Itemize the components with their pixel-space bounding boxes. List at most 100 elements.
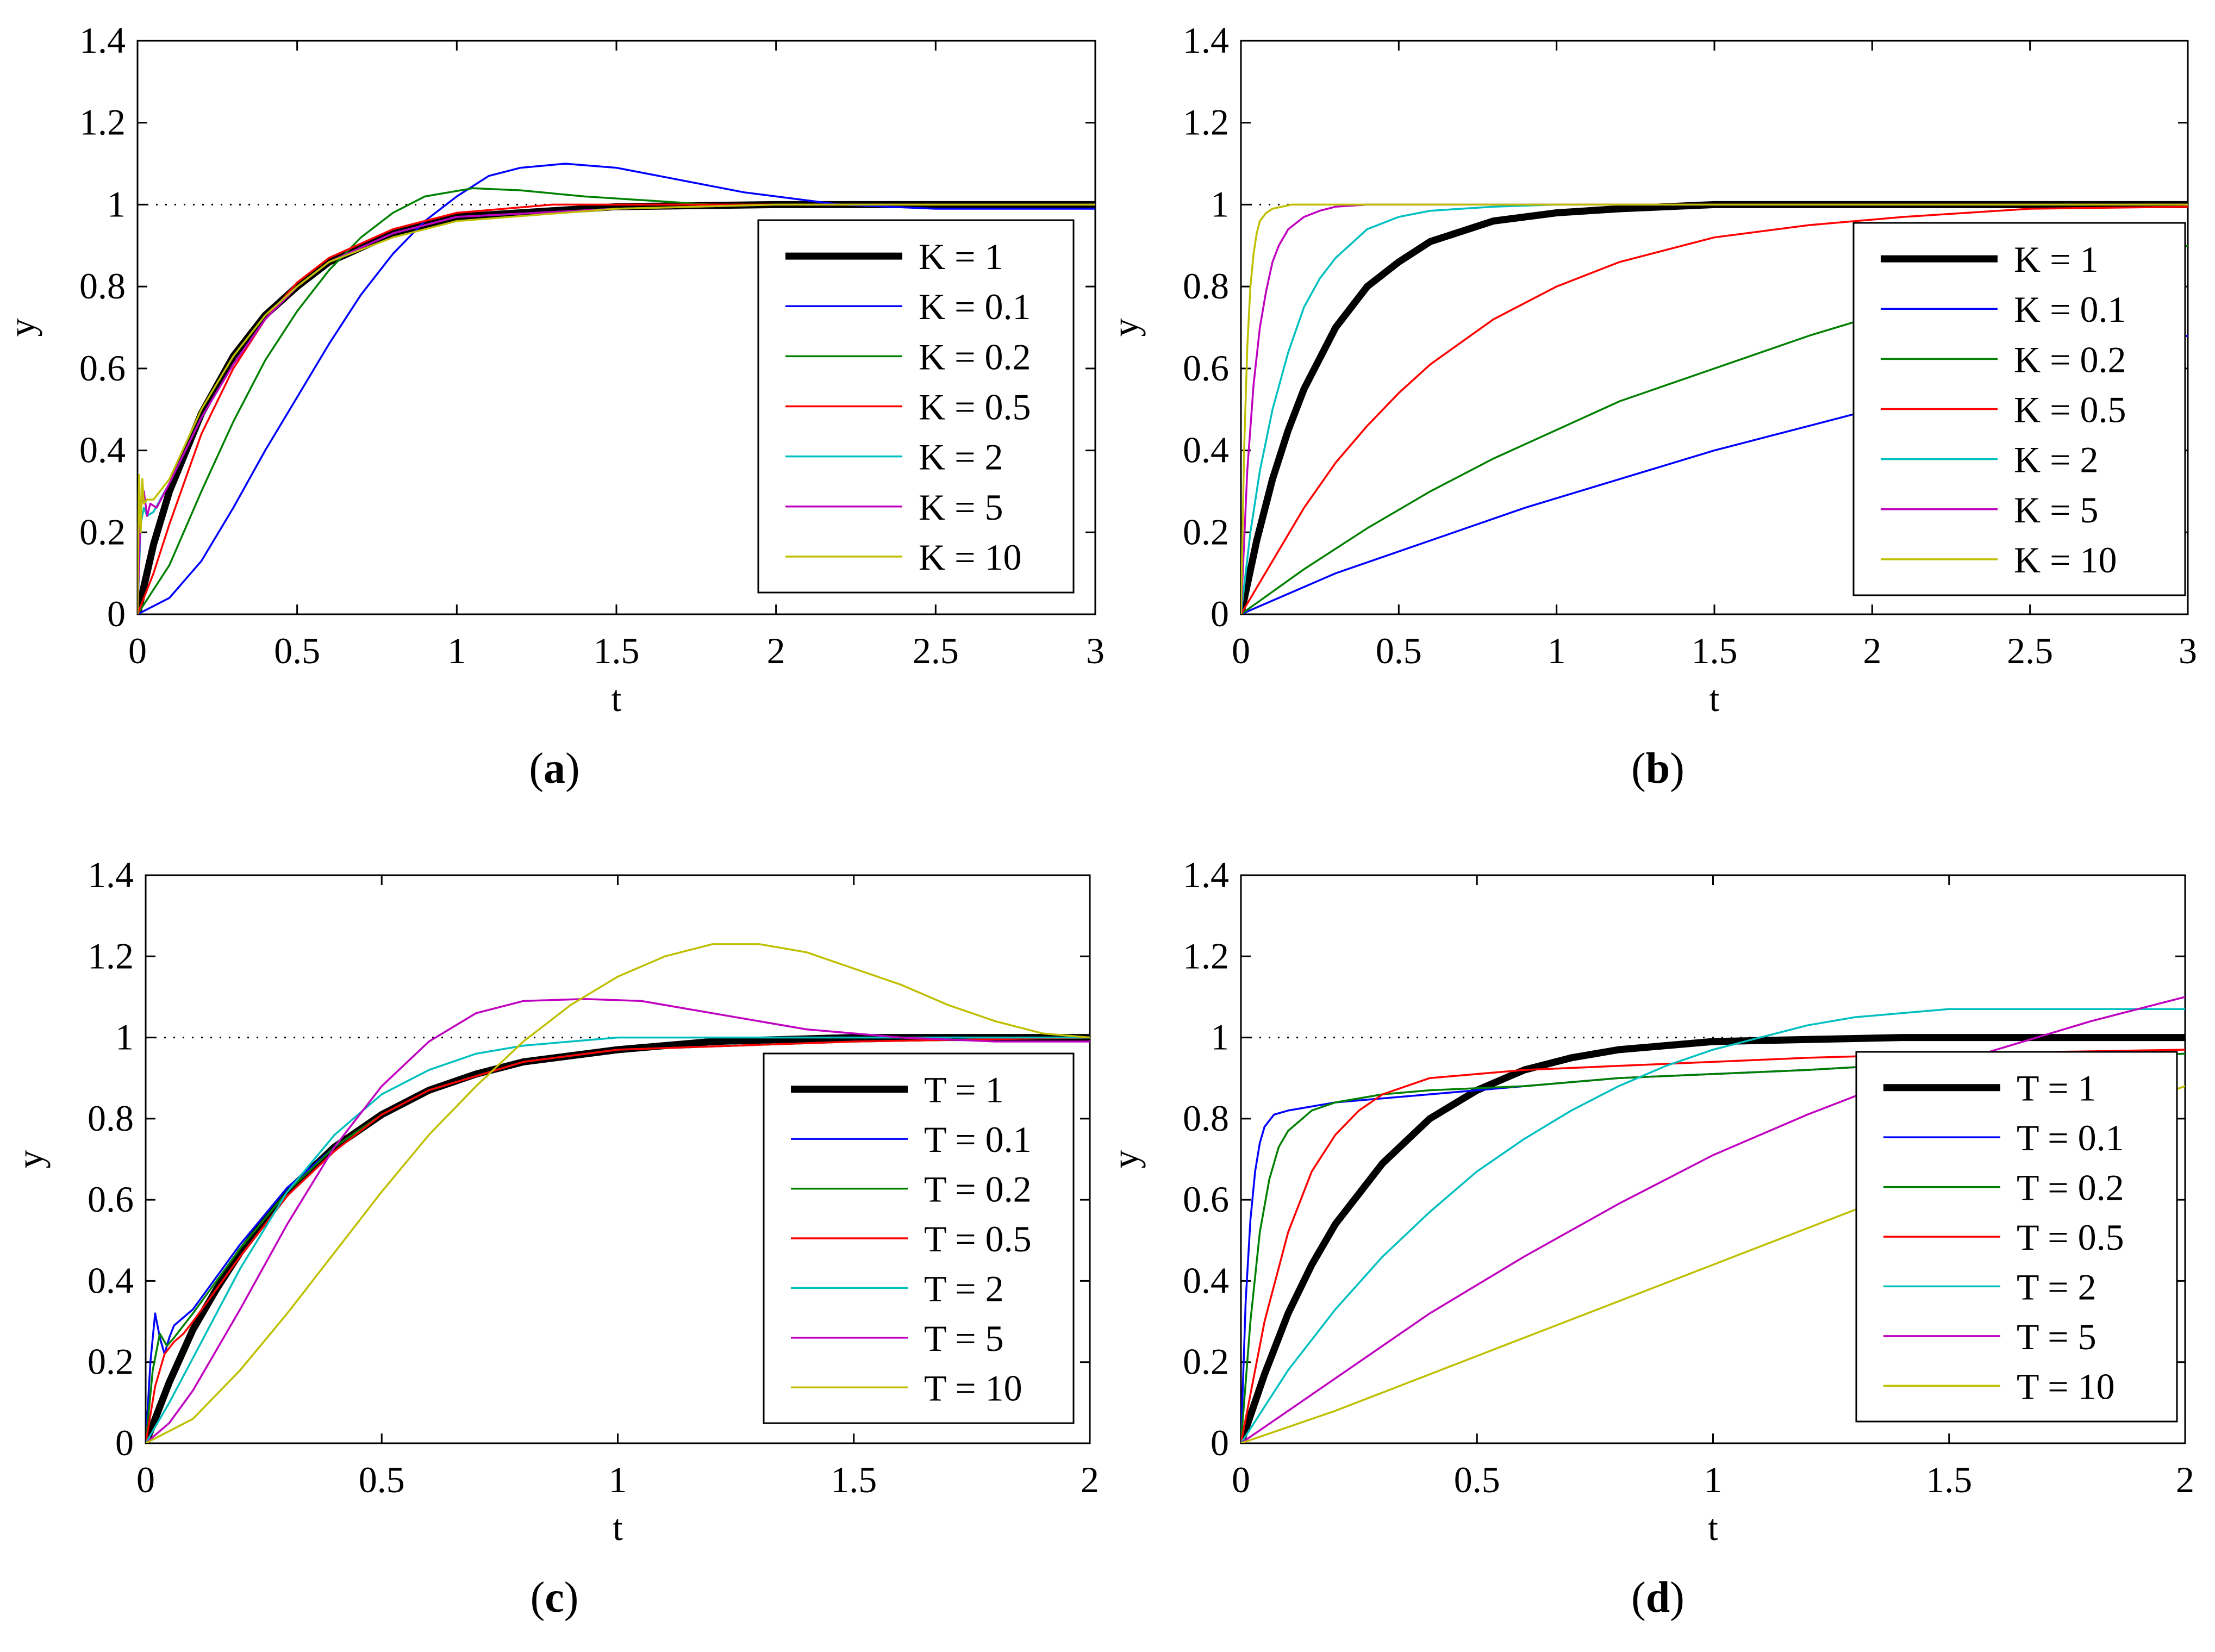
y-tick-label: 0 bbox=[1211, 593, 1229, 634]
legend-entry: T = 10 bbox=[924, 1367, 1022, 1408]
x-tick-label: 0.5 bbox=[274, 630, 320, 671]
x-tick-label: 1.5 bbox=[831, 1459, 877, 1500]
y-tick-label: 0.8 bbox=[1183, 1098, 1229, 1139]
x-tick-label: 0.5 bbox=[1454, 1459, 1500, 1500]
y-tick-label: 1.2 bbox=[1183, 102, 1229, 143]
series-line-k0.5 bbox=[138, 203, 1095, 614]
y-axis-label: y bbox=[1, 319, 42, 337]
legend-entry: T = 1 bbox=[924, 1069, 1004, 1111]
x-tick-label: 1.5 bbox=[1926, 1459, 1972, 1500]
y-tick-label: 1.2 bbox=[1183, 935, 1229, 976]
x-tick-label: 2 bbox=[1863, 630, 1881, 671]
x-tick-label: 1 bbox=[447, 630, 466, 671]
series-line-t5 bbox=[146, 998, 1090, 1443]
y-tick-label: 0.6 bbox=[1183, 1179, 1229, 1220]
legend-entry: K = 0.5 bbox=[919, 386, 1031, 428]
x-tick-label: 0 bbox=[128, 630, 147, 671]
y-tick-label: 0 bbox=[107, 593, 126, 634]
legend-entry: T = 10 bbox=[2017, 1366, 2115, 1407]
y-tick-label: 0.4 bbox=[1183, 1260, 1229, 1301]
series-line-k0.1 bbox=[138, 163, 1095, 614]
x-tick-label: 0 bbox=[136, 1459, 155, 1500]
legend-entry: T = 0.2 bbox=[2017, 1167, 2124, 1208]
y-tick-label: 0.6 bbox=[79, 347, 126, 389]
y-tick-label: 0.8 bbox=[1183, 265, 1229, 307]
y-tick-label: 0.2 bbox=[1183, 511, 1229, 552]
plot-lines bbox=[138, 163, 1095, 614]
x-tick-label: 3 bbox=[1086, 630, 1105, 671]
legend-entry: T = 0.1 bbox=[2017, 1117, 2124, 1158]
legend-entry: T = 2 bbox=[924, 1268, 1004, 1309]
x-tick-label: 0 bbox=[1232, 630, 1250, 671]
y-tick-label: 0.6 bbox=[1183, 347, 1229, 389]
plot-lines bbox=[1241, 996, 2185, 1443]
x-tick-label: 1.5 bbox=[1692, 630, 1738, 671]
series-line-t2 bbox=[146, 1036, 1090, 1443]
legend-entry: T = 0.2 bbox=[924, 1169, 1032, 1210]
y-tick-label: 0.2 bbox=[79, 511, 126, 552]
y-tick-label: 0.4 bbox=[1183, 429, 1229, 471]
x-axis-label: t bbox=[1708, 1507, 1718, 1548]
legend-entry: T = 0.1 bbox=[924, 1119, 1032, 1160]
x-axis-label: t bbox=[613, 1507, 623, 1548]
y-tick-label: 0.8 bbox=[79, 265, 126, 307]
y-tick-label: 0.4 bbox=[88, 1260, 134, 1301]
y-tick-label: 0.4 bbox=[79, 429, 126, 471]
panel-caption: (c) bbox=[531, 1574, 579, 1622]
legend-entry: K = 2 bbox=[919, 437, 1003, 478]
legend-entry: T = 2 bbox=[2017, 1266, 2097, 1307]
legend-entry: K = 5 bbox=[2014, 489, 2098, 531]
legend-entry: K = 1 bbox=[919, 236, 1003, 277]
legend: T = 1 T = 0.1 T = 0.2 T = 0.5 T = 2 T = 5 T = … bbox=[1855, 1051, 2178, 1423]
legend-entry: K = 0.5 bbox=[2014, 389, 2126, 431]
legend-entry: T = 5 bbox=[924, 1318, 1004, 1359]
x-tick-label: 3 bbox=[2179, 630, 2197, 671]
plot-lines bbox=[146, 943, 1090, 1443]
series-line-t0.2 bbox=[1241, 1052, 2185, 1443]
y-tick-label: 0.6 bbox=[88, 1179, 134, 1220]
legend-entry: K = 10 bbox=[2014, 539, 2117, 581]
series-line-k10 bbox=[138, 203, 1095, 614]
series-line-t5 bbox=[1241, 996, 2185, 1443]
y-tick-label: 1.4 bbox=[1183, 854, 1229, 895]
panel-caption: (d) bbox=[1631, 1574, 1684, 1622]
y-tick-label: 1.2 bbox=[88, 935, 134, 976]
y-tick-label: 0 bbox=[1211, 1422, 1229, 1463]
x-tick-label: 1.5 bbox=[594, 630, 640, 671]
y-tick-label: 1.2 bbox=[79, 102, 126, 143]
legend: T = 1 T = 0.1 T = 0.2 T = 0.5 T = 2 T = 5 T = … bbox=[763, 1052, 1075, 1424]
series-line-t10 bbox=[146, 943, 1090, 1443]
y-tick-label: 1 bbox=[107, 183, 126, 225]
y-tick-label: 1 bbox=[1211, 183, 1229, 225]
x-tick-label: 0.5 bbox=[359, 1459, 405, 1500]
legend-entry: T = 0.5 bbox=[2017, 1217, 2124, 1258]
panel-b: 0 0.5 1 1.5 2 2.5 3 0 0.2 0.4 0.6 0.8 1 1.2 1.4 t y K = 1… bbox=[1105, 20, 2197, 793]
y-tick-label: 1.4 bbox=[1183, 20, 1229, 61]
legend-entry: K = 0.2 bbox=[919, 336, 1031, 377]
x-tick-label: 0 bbox=[1232, 1459, 1250, 1500]
y-tick-label: 0 bbox=[115, 1422, 134, 1463]
y-axis-label: y bbox=[9, 1150, 51, 1169]
y-axis-label: y bbox=[1105, 319, 1146, 337]
legend-entry: K = 10 bbox=[919, 537, 1021, 578]
x-tick-label: 2 bbox=[767, 630, 785, 671]
series-line-k0.5 bbox=[1241, 205, 2188, 614]
legend-entry: T = 0.5 bbox=[924, 1218, 1032, 1260]
y-tick-label: 1.4 bbox=[88, 854, 134, 895]
x-tick-label: 2.5 bbox=[913, 630, 959, 671]
legend-entry: K = 0.2 bbox=[2014, 339, 2126, 380]
x-tick-label: 2 bbox=[2176, 1459, 2194, 1500]
x-axis-label: t bbox=[612, 678, 622, 719]
series-line-t0.5 bbox=[146, 1036, 1090, 1443]
panel-caption: (a) bbox=[529, 745, 579, 793]
x-tick-label: 1 bbox=[609, 1459, 627, 1500]
y-tick-label: 1 bbox=[1211, 1017, 1229, 1058]
series-line-k10 bbox=[1241, 203, 2188, 614]
panel-a: 0 0.5 1 1.5 2 2.5 3 0 0.2 0.4 0.6 0.8 1 1.2 1.4 t y K = 1… bbox=[1, 20, 1105, 793]
x-tick-label: 2.5 bbox=[2007, 630, 2053, 671]
panel-caption: (b) bbox=[1631, 745, 1684, 793]
x-tick-label: 1 bbox=[1548, 630, 1566, 671]
legend-entry: K = 0.1 bbox=[2014, 289, 2126, 330]
